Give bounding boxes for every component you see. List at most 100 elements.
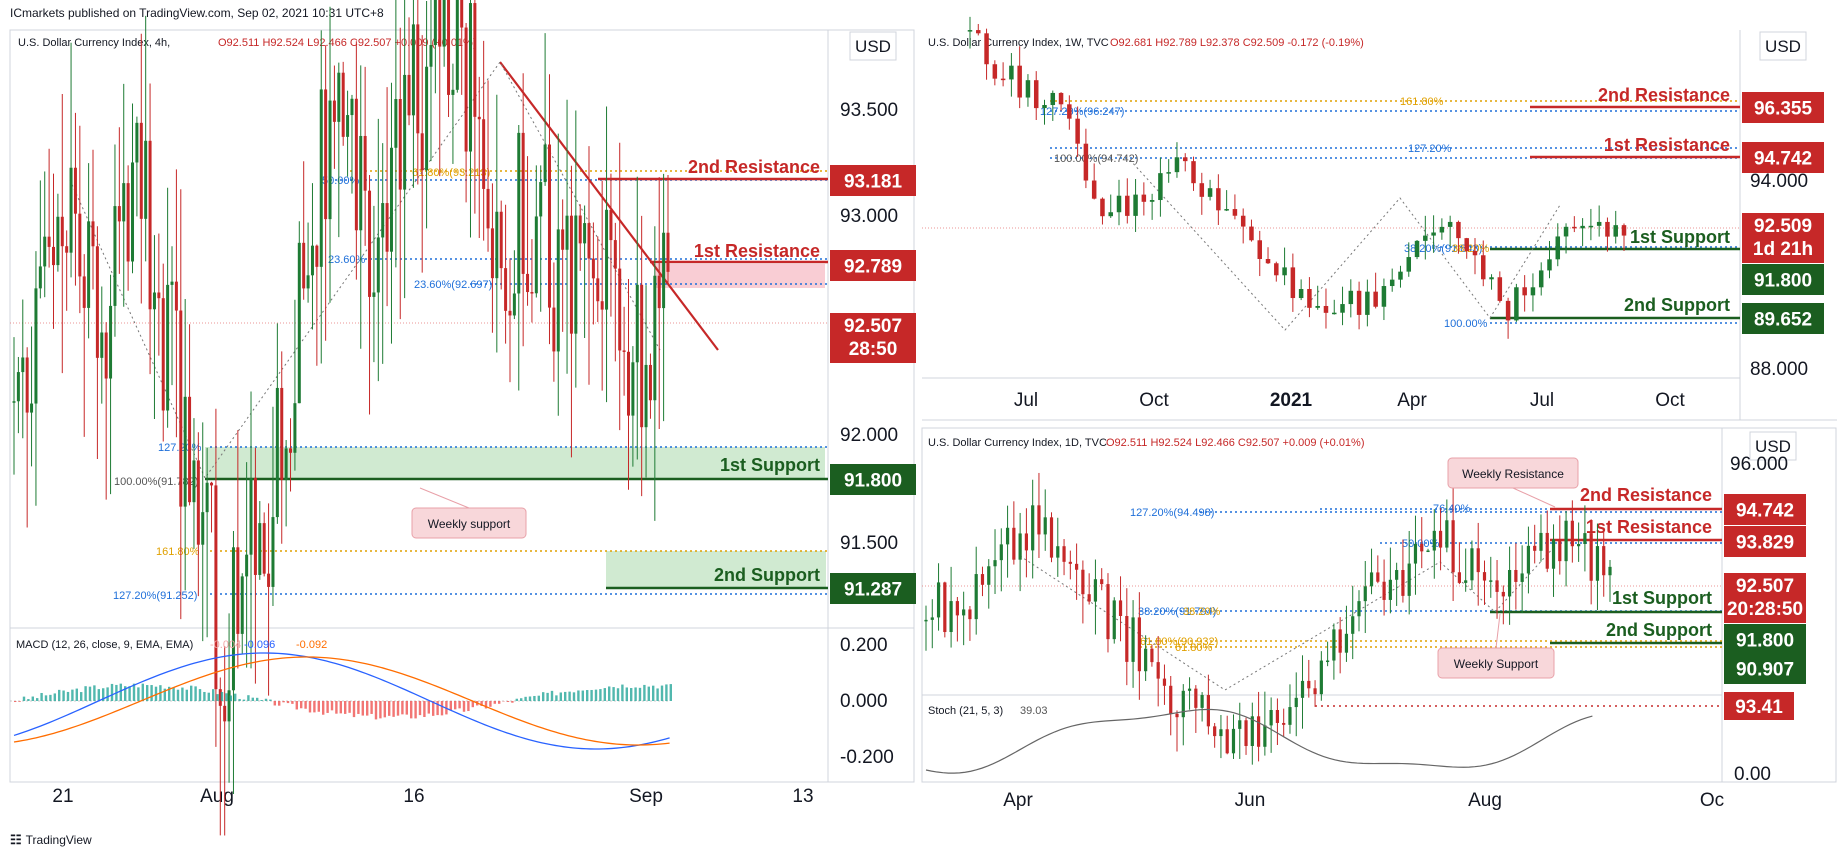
- tag-1d-1st-support-text: 91.800: [1736, 631, 1794, 652]
- macd-hist-bar: [176, 689, 180, 701]
- candles-1w-body: [1563, 226, 1569, 237]
- macd-hist-bar: [62, 690, 65, 701]
- fib-1d-label: 61.80%(90.932): [1140, 636, 1218, 648]
- macd-hist-bar: [348, 701, 351, 713]
- candles-1w-body: [1588, 225, 1594, 228]
- candles-4h-body: [310, 245, 314, 276]
- callout-4h-weekly-support-text: Weekly support: [428, 517, 511, 531]
- candles-1d-body: [1263, 725, 1267, 747]
- macd-hist-bar: [581, 690, 584, 701]
- candles-1d-body: [1326, 660, 1330, 663]
- candles-1d-body: [1288, 707, 1292, 725]
- candles-4h-body: [69, 167, 73, 253]
- candles-4h-body: [526, 273, 530, 293]
- macd-hist-bar: [410, 701, 413, 719]
- candles-1w-body: [1456, 221, 1461, 239]
- candles-1w-body: [1133, 194, 1138, 216]
- candles-1w-body: [1091, 180, 1097, 199]
- candles-4h-body: [499, 211, 503, 269]
- tag-1w-current-sub: 1d 21h: [1753, 239, 1813, 260]
- candles-4h-body: [95, 246, 99, 358]
- chart-1d-ytick: 96.000: [1730, 454, 1788, 475]
- macd-hist-bar: [22, 696, 26, 701]
- candles-4h-body: [609, 209, 613, 241]
- candles-1w-body: [1141, 194, 1147, 202]
- candles-1w-body: [1166, 172, 1171, 174]
- tradingview-logo-icon: ☷: [10, 832, 22, 847]
- fib-4h-label: 127.20%(91.252): [113, 590, 197, 602]
- candles-1d-body: [936, 582, 941, 618]
- candles-1d-body: [1482, 572, 1487, 581]
- candles-1d-body: [1125, 616, 1129, 662]
- candles-1d-body: [1489, 580, 1493, 582]
- macd-hist-bar: [414, 701, 417, 719]
- macd-hist-bar: [590, 689, 593, 701]
- chart-1d-ohlc: O92.511 H92.524 L92.466 C92.507 +0.009 (…: [1106, 437, 1365, 449]
- macd-hist-bar: [128, 686, 131, 701]
- macd-hist-bar: [630, 688, 633, 701]
- candles-1d-body: [1282, 722, 1286, 725]
- candles-4h-body: [306, 275, 310, 289]
- macd-hist-bar: [132, 683, 136, 701]
- macd-hist-bar: [304, 701, 307, 709]
- tag-1w-2nd-resistance-text: 96.355: [1754, 99, 1813, 120]
- candles-4h-body: [521, 132, 525, 274]
- candles-1w-body: [1580, 225, 1585, 229]
- chart-4h-xtick: 16: [403, 786, 424, 807]
- candles-1w-body: [1572, 226, 1577, 229]
- candles-1d-body: [1100, 579, 1104, 585]
- candles-1d-body: [1256, 716, 1261, 747]
- macd-hist-bar: [185, 689, 188, 701]
- chart-1w-title: U.S. Dollar Currency Index, 1W, TVC: [928, 37, 1109, 49]
- macd-ytick: -0.200: [840, 747, 894, 768]
- level-1d-2nd-resistance-label: 2nd Resistance: [1580, 485, 1712, 505]
- candles-4h-body: [578, 215, 582, 244]
- candles-1d-body: [1031, 505, 1035, 551]
- macd-hist-bar: [643, 684, 646, 701]
- candles-1d-body: [1382, 581, 1386, 600]
- macd-hist-bar: [71, 689, 74, 701]
- candles-4h-body: [490, 228, 494, 279]
- candles-1w-body: [1174, 157, 1180, 173]
- candles-1w-body: [1481, 255, 1486, 280]
- candles-4h-body: [591, 258, 595, 279]
- candles-1d-body: [949, 601, 953, 633]
- fib-1w-label: 38.20%: [1452, 243, 1490, 255]
- candles-1w-body: [1265, 258, 1271, 264]
- candles-4h-body: [16, 372, 20, 402]
- candles-4h-body: [460, 0, 464, 28]
- candles-1d-body: [1244, 720, 1248, 746]
- candles-4h-body: [135, 122, 139, 163]
- chart-1w-currency-box: [1759, 31, 1807, 61]
- macd-hist-bar: [621, 684, 624, 701]
- candles-1d-body: [962, 609, 966, 616]
- candles-4h-body: [117, 206, 121, 222]
- level-1w-2nd-resistance-label: 2nd Resistance: [1598, 85, 1730, 105]
- candles-4h-body: [354, 98, 358, 231]
- candles-4h-body: [635, 284, 639, 363]
- candles-1d-body: [1225, 729, 1229, 754]
- candles-1d-body: [1332, 629, 1336, 661]
- callout-1d-pointer: [1495, 613, 1501, 649]
- candles-4h-body: [631, 362, 635, 416]
- candles-1w-body: [1373, 291, 1378, 307]
- tag-1w-1st-resistance-text: 94.742: [1754, 149, 1812, 170]
- candles-4h-body: [144, 140, 148, 219]
- candles-1w-body: [1332, 312, 1337, 315]
- macd-hist-bar: [198, 689, 202, 701]
- macd-hist-bar: [374, 701, 378, 720]
- candles-1w-body: [967, 30, 973, 32]
- candles-4h-body: [512, 293, 516, 316]
- macd-hist-bar: [264, 698, 268, 701]
- macd-hist-bar: [555, 695, 558, 701]
- candles-4h-body: [534, 216, 538, 294]
- candles-1w-body: [1083, 143, 1089, 181]
- macd-hist-bar: [172, 687, 175, 701]
- candles-1d-body: [1144, 648, 1148, 672]
- macd-hist-bar: [480, 701, 483, 706]
- candles-1d-body: [987, 566, 991, 585]
- candles-4h-body: [236, 547, 240, 634]
- macd-hist-bar: [542, 692, 545, 701]
- candles-1d-body: [1319, 660, 1323, 695]
